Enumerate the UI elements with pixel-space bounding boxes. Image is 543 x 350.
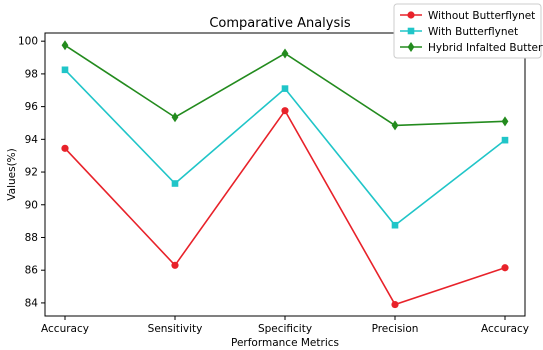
legend: Without Butterflynet With Butterflynet Hyb…: [393, 3, 543, 59]
chart-title: Comparative Analysis: [209, 16, 351, 31]
legend-marker: [407, 27, 415, 35]
series-layer: [61, 40, 509, 309]
y-tick-label: 100: [18, 36, 38, 48]
data-point: [61, 40, 69, 51]
series-line: [64, 69, 506, 227]
data-point: [171, 112, 179, 123]
y-axis-title: Values(%): [6, 148, 18, 200]
series-1: [61, 107, 509, 309]
y-tick-label: 90: [25, 199, 38, 211]
x-tick-label: Accuracy: [481, 323, 529, 335]
data-point: [391, 221, 399, 229]
data-point: [501, 116, 509, 127]
series-line: [64, 109, 506, 306]
data-point: [501, 264, 509, 272]
data-point: [61, 66, 69, 74]
series-3: [61, 40, 509, 131]
x-tick-label: Specificity: [258, 323, 312, 335]
plot-area-frame: [44, 32, 526, 317]
x-tick-label: Precision: [372, 323, 419, 335]
data-point: [61, 144, 69, 152]
x-axis-title: Performance Metrics: [231, 337, 339, 349]
legend-label: Without Butterflynet: [428, 10, 535, 22]
axis-ticks: 84 86 88 90 92 94 96 98 100 Accuracy Sensitivity Sp…: [18, 36, 529, 335]
series-2: [61, 66, 509, 229]
legend-marker: [407, 11, 415, 19]
data-point: [391, 120, 399, 131]
x-tick-label: Sensitivity: [148, 323, 203, 335]
data-point: [281, 107, 289, 115]
legend-label: With Butterflynet: [428, 26, 518, 38]
data-point: [391, 300, 399, 309]
y-tick-label: 94: [25, 134, 39, 146]
x-tick-label: Accuracy: [41, 323, 89, 335]
y-tick-label: 98: [25, 68, 38, 80]
y-tick-label: 86: [25, 265, 39, 277]
legend-label: Hybrid Infalted Butterflynet: [428, 42, 543, 54]
data-point: [171, 180, 179, 187]
data-point: [171, 261, 179, 269]
legend-box: [393, 3, 542, 59]
data-point: [501, 136, 509, 144]
data-point: [281, 85, 289, 92]
data-point: [281, 48, 289, 59]
y-tick-label: 96: [25, 101, 39, 113]
y-tick-label: 84: [25, 297, 39, 309]
y-tick-label: 92: [25, 167, 38, 179]
legend-marker: [407, 42, 415, 52]
y-tick-label: 88: [25, 232, 38, 244]
